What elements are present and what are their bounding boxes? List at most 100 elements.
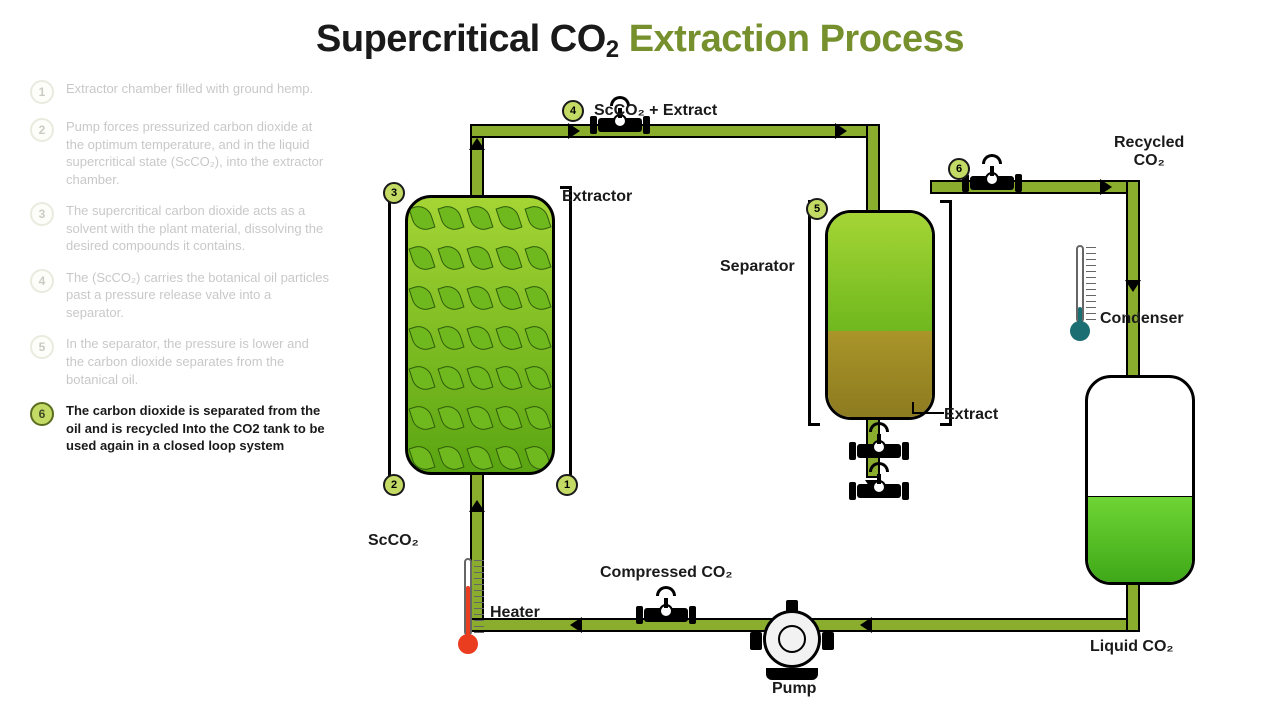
flow-arrow (469, 500, 485, 512)
bracket (388, 186, 400, 486)
label-separator: Separator (720, 258, 795, 276)
label-extractor: Extractor (562, 188, 632, 206)
leaf-icon (409, 443, 436, 474)
bracket (808, 200, 820, 426)
step-badge: 1 (30, 80, 54, 104)
leaf-icon (438, 243, 465, 274)
flow-arrow (1100, 179, 1112, 195)
flow-arrow (1125, 280, 1141, 292)
step-badge-5: 5 (806, 198, 828, 220)
step-badge: 3 (30, 202, 54, 226)
pipe (1126, 582, 1140, 632)
bracket (940, 200, 952, 426)
leaf-icon (524, 203, 551, 234)
valve-icon (857, 422, 901, 458)
leaf-icon (495, 363, 522, 394)
leaf-icon (466, 403, 493, 434)
pipe (470, 124, 880, 138)
valve-icon (857, 462, 901, 498)
step-badge: 5 (30, 335, 54, 359)
leaf-icon (466, 283, 493, 314)
separator-gas (828, 213, 932, 331)
leaf-icon (524, 363, 551, 394)
leaf-icon (438, 363, 465, 394)
step-badge-4: 4 (562, 100, 584, 122)
leaf-icon (524, 403, 551, 434)
step-text: The carbon dioxide is separated from the… (66, 402, 330, 455)
label-condenser: Condenser (1100, 310, 1184, 328)
leaf-icon (495, 323, 522, 354)
leaf-icon (524, 443, 551, 474)
leaf-icon (466, 243, 493, 274)
step-badge-2: 2 (383, 474, 405, 496)
leaf-icon (409, 283, 436, 314)
step-5: 5 In the separator, the pressure is lower… (30, 335, 330, 388)
leaf-icon (466, 323, 493, 354)
flow-arrow (835, 123, 847, 139)
pipe (866, 124, 880, 214)
separator-vessel (825, 210, 935, 420)
leaf-icon (438, 283, 465, 314)
page-title: Supercritical CO2 Extraction Process (0, 18, 1280, 61)
step-badge-3: 3 (383, 182, 405, 204)
label-scco2: ScCO₂ (368, 532, 419, 550)
leaf-icon (524, 243, 551, 274)
label-liquid: Liquid CO₂ (1090, 638, 1174, 656)
step-6: 6 The carbon dioxide is separated from th… (30, 402, 330, 455)
leaf-icon (495, 243, 522, 274)
leaf-icon (409, 363, 436, 394)
step-text: The (ScCO₂) carries the botanical oil pa… (66, 269, 330, 322)
step-text: The supercritical carbon dioxide acts as… (66, 202, 330, 255)
valve-icon (970, 154, 1014, 190)
leaf-icon (495, 443, 522, 474)
leaf-icon (495, 403, 522, 434)
step-2: 2 Pump forces pressurized carbon dioxide … (30, 118, 330, 188)
label-heater: Heater (490, 604, 540, 622)
process-diagram: 1 2 3 4 5 6 Extractor Separator Condenser Ext… (330, 80, 1260, 700)
flow-arrow (469, 138, 485, 150)
pipe (1126, 180, 1140, 378)
leaf-icon (466, 443, 493, 474)
leaf-icon (409, 323, 436, 354)
leaf-icon (495, 203, 522, 234)
label-scco2-extract: ScCO₂ + Extract (594, 102, 717, 120)
step-badge: 4 (30, 269, 54, 293)
label-compressed: Compressed CO₂ (600, 564, 732, 582)
label-extract: Extract (944, 406, 998, 424)
leaf-icon (524, 323, 551, 354)
label-recycled: RecycledCO₂ (1114, 134, 1184, 170)
leaf-icon (495, 283, 522, 314)
step-badge: 6 (30, 402, 54, 426)
co2-tank (1085, 375, 1195, 585)
leaf-icon (524, 283, 551, 314)
step-text: In the separator, the pressure is lower … (66, 335, 330, 388)
step-1: 1 Extractor chamber filled with ground he… (30, 80, 330, 104)
step-text: Extractor chamber filled with ground hem… (66, 80, 313, 104)
flow-arrow (860, 617, 872, 633)
leaf-icon (466, 203, 493, 234)
step-3: 3 The supercritical carbon dioxide acts a… (30, 202, 330, 255)
leaf-icon (409, 243, 436, 274)
co2-liquid-fill (1088, 496, 1192, 582)
leaf-icon (438, 443, 465, 474)
step-4: 4 The (ScCO₂) carries the botanical oil p… (30, 269, 330, 322)
extract-pointer (912, 402, 944, 414)
step-text: Pump forces pressurized carbon dioxide a… (66, 118, 330, 188)
leaf-icon (409, 203, 436, 234)
pump-icon (760, 610, 824, 674)
steps-legend: 1 Extractor chamber filled with ground he… (30, 80, 330, 469)
thermometer-icon (458, 558, 478, 654)
leaf-icon (466, 363, 493, 394)
label-pump: Pump (772, 680, 816, 698)
extractor-vessel (405, 195, 555, 475)
step-badge-1: 1 (556, 474, 578, 496)
flow-arrow (570, 617, 582, 633)
leaf-icon (438, 403, 465, 434)
bracket (560, 186, 572, 486)
valve-icon (644, 586, 688, 622)
step-badge-6: 6 (948, 158, 970, 180)
flow-arrow (568, 123, 580, 139)
thermometer-icon (1070, 245, 1090, 341)
leaf-icon (409, 403, 436, 434)
step-badge: 2 (30, 118, 54, 142)
